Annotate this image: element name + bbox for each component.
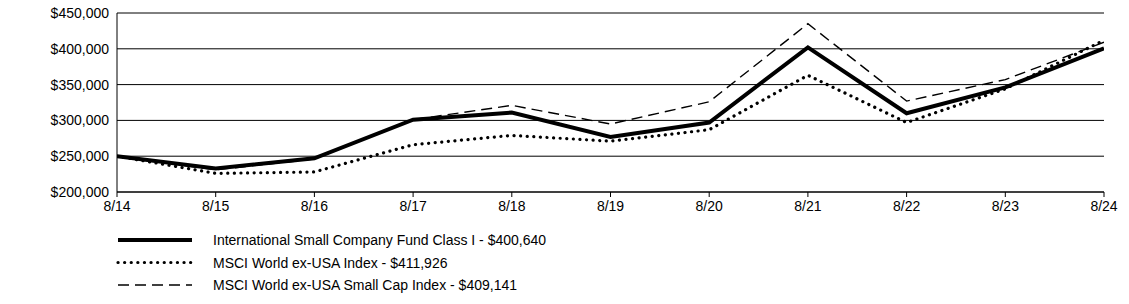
legend-label: International Small Company Fund Class I…	[213, 232, 546, 248]
x-tick-label: 8/21	[794, 198, 821, 214]
x-tick-label: 8/15	[202, 198, 229, 214]
x-tick	[511, 192, 512, 197]
grid-line	[117, 84, 1104, 85]
legend-swatch	[118, 238, 192, 242]
x-tick-label: 8/14	[103, 198, 130, 214]
chart: $200,000 $250,000 $300,000 $350,000 $400,000…	[0, 0, 1129, 304]
x-tick-label: 8/18	[498, 198, 525, 214]
y-tick-label: $450,000	[51, 5, 110, 21]
legend-label: MSCI World ex-USA Small Cap Index - $409…	[213, 277, 517, 293]
grid-line	[117, 120, 1104, 121]
x-tick	[215, 192, 216, 197]
grid-line	[117, 156, 1104, 157]
y-tick-label: $250,000	[51, 148, 110, 164]
x-tick-label: 8/17	[399, 198, 426, 214]
x-tick	[610, 192, 611, 197]
x-tick	[413, 192, 414, 197]
x-tick-label: 8/16	[301, 198, 328, 214]
x-tick	[117, 192, 118, 197]
y-tick-label: $350,000	[51, 77, 110, 93]
plot-lines	[117, 24, 1104, 174]
grid-line	[117, 48, 1104, 49]
y-tick-label: $200,000	[51, 184, 110, 200]
x-tick	[906, 192, 907, 197]
grid-line	[117, 13, 1104, 14]
series-line	[117, 47, 1104, 168]
x-tick-label: 8/19	[597, 198, 624, 214]
x-tick-label: 8/22	[893, 198, 920, 214]
y-axis	[117, 13, 118, 192]
y-tick-label: $300,000	[51, 112, 110, 128]
x-tick-label: 8/20	[696, 198, 723, 214]
x-tick-label: 8/24	[1090, 198, 1117, 214]
legend-swatch	[118, 261, 192, 264]
legend-swatch	[118, 284, 192, 285]
x-tick-label: 8/23	[992, 198, 1019, 214]
x-tick	[807, 192, 808, 197]
x-tick	[709, 192, 710, 197]
series-line	[117, 24, 1104, 170]
x-tick	[314, 192, 315, 197]
x-tick	[1104, 192, 1105, 197]
legend-label: MSCI World ex-USA Index - $411,926	[213, 255, 448, 271]
x-tick	[1005, 192, 1006, 197]
series-line	[117, 40, 1104, 173]
y-tick-label: $400,000	[51, 41, 110, 57]
